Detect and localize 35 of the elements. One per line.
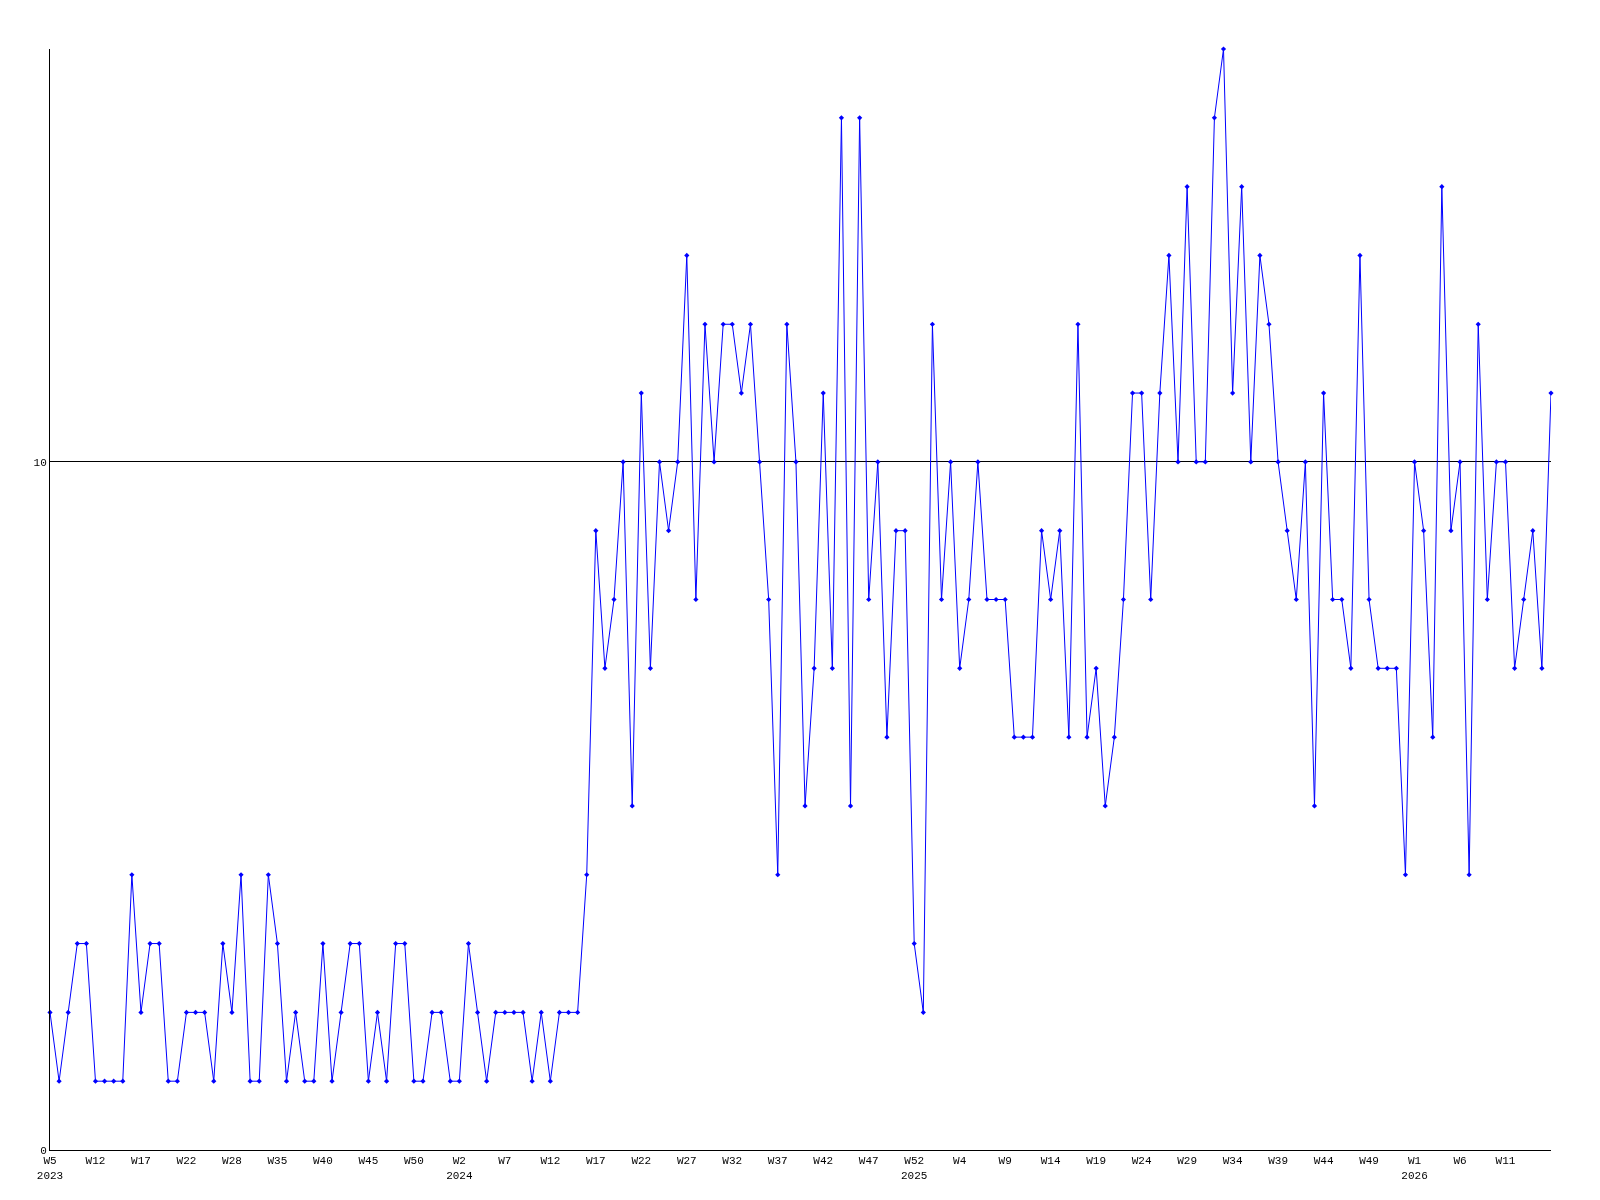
x-tick-label: W44 <box>1313 1155 1334 1168</box>
x-tick-label: W37 <box>767 1155 788 1168</box>
x-tick-label: W5 2023 <box>36 1155 64 1182</box>
x-tick-label: W7 <box>498 1155 512 1168</box>
x-tick-label: W42 <box>813 1155 834 1168</box>
x-tick-label: W6 <box>1453 1155 1467 1168</box>
x-tick-label: W12 <box>540 1155 561 1168</box>
y-tick-label: 10 <box>33 456 47 469</box>
x-tick-label: W2 2024 <box>446 1155 473 1182</box>
x-tick-label: W14 <box>1040 1155 1061 1168</box>
x-tick-label: W4 <box>953 1155 967 1168</box>
x-tick-label: W32 <box>722 1155 743 1168</box>
x-tick-label: W40 <box>313 1155 333 1168</box>
y-tick-label: 0 <box>40 1144 47 1157</box>
x-tick-label: W12 <box>85 1155 106 1168</box>
x-tick-label: W49 <box>1359 1155 1379 1168</box>
x-tick-label: W27 <box>676 1155 697 1168</box>
x-tick-label: W24 <box>1131 1155 1152 1168</box>
x-tick-label: W17 <box>131 1155 151 1168</box>
x-tick-label: W29 <box>1177 1155 1198 1168</box>
x-tick-label: W11 <box>1495 1155 1516 1168</box>
x-tick-label: W17 <box>585 1155 606 1168</box>
x-tick-label: W1 2026 <box>1401 1155 1428 1182</box>
x-tick-label: W9 <box>998 1155 1012 1168</box>
x-tick-label: W39 <box>1268 1155 1288 1168</box>
x-tick-label: W52 2025 <box>901 1155 928 1182</box>
x-tick-label: W22 <box>631 1155 652 1168</box>
x-tick-label: W47 <box>858 1155 879 1168</box>
x-tick-label: W35 <box>267 1155 288 1168</box>
x-tick-label: W22 <box>176 1155 197 1168</box>
x-tick-label: W45 <box>358 1155 379 1168</box>
x-tick-label: W28 <box>222 1155 242 1168</box>
x-tick-label: W19 <box>1086 1155 1107 1168</box>
x-tick-label: W34 <box>1222 1155 1243 1168</box>
x-tick-label: W50 <box>403 1155 424 1168</box>
